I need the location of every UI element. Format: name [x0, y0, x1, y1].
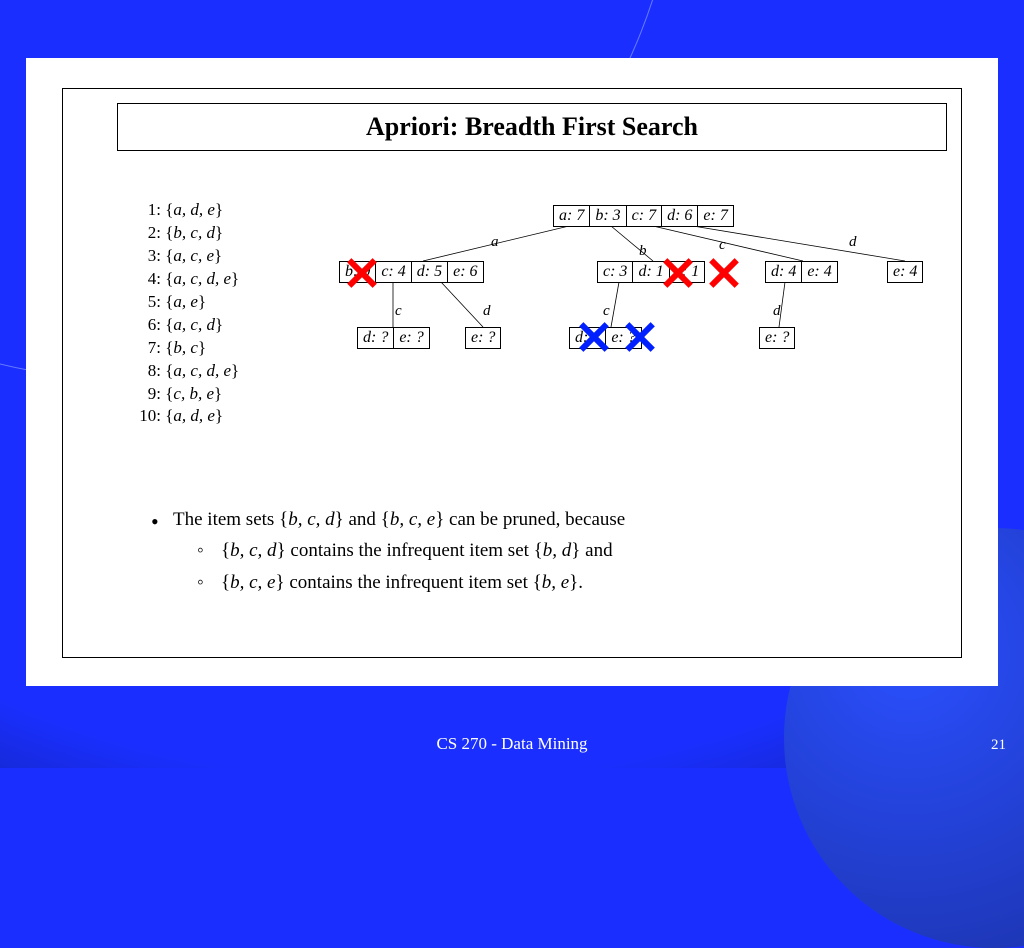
edge-label: a: [491, 234, 499, 251]
tree-node-c: d: 4e: 4: [765, 261, 838, 283]
edge-label: d: [849, 234, 857, 251]
slide: Apriori: Breadth First Search 1: {a, d, …: [26, 58, 998, 686]
tree-node-ac: d: ?e: ?: [357, 327, 430, 349]
edge-label: b: [639, 243, 647, 260]
bullet-sub-1: {b, c, d} contains the infrequent item s…: [151, 536, 931, 565]
tree-node-ad: e: ?: [465, 327, 501, 349]
slide-frame: Apriori: Breadth First Search 1: {a, d, …: [62, 88, 962, 658]
footer-text: CS 270 - Data Mining: [0, 734, 1024, 754]
edge-label: c: [719, 237, 726, 254]
tree-node-bc: d: ?e: ?: [569, 327, 642, 349]
bullet-sub-2: {b, c, e} contains the infrequent item s…: [151, 568, 931, 597]
tree-edges: [63, 89, 963, 489]
edge-label: c: [395, 303, 402, 320]
tree-node-b: c: 3d: 1e: 1: [597, 261, 705, 283]
edge-label: d: [773, 303, 781, 320]
edge-label: c: [603, 303, 610, 320]
edge-label: d: [483, 303, 491, 320]
bullet-notes: The item sets {b, c, d} and {b, c, e} ca…: [151, 505, 931, 597]
tree-node-a: b: 0c: 4d: 5e: 6: [339, 261, 484, 283]
tree-root: a: 7b: 3c: 7d: 6e: 7: [553, 205, 734, 227]
bullet-main: The item sets {b, c, d} and {b, c, e} ca…: [151, 505, 931, 534]
tree-node-cd: e: ?: [759, 327, 795, 349]
tree-node-d: e: 4: [887, 261, 923, 283]
page-number: 21: [991, 737, 1006, 754]
